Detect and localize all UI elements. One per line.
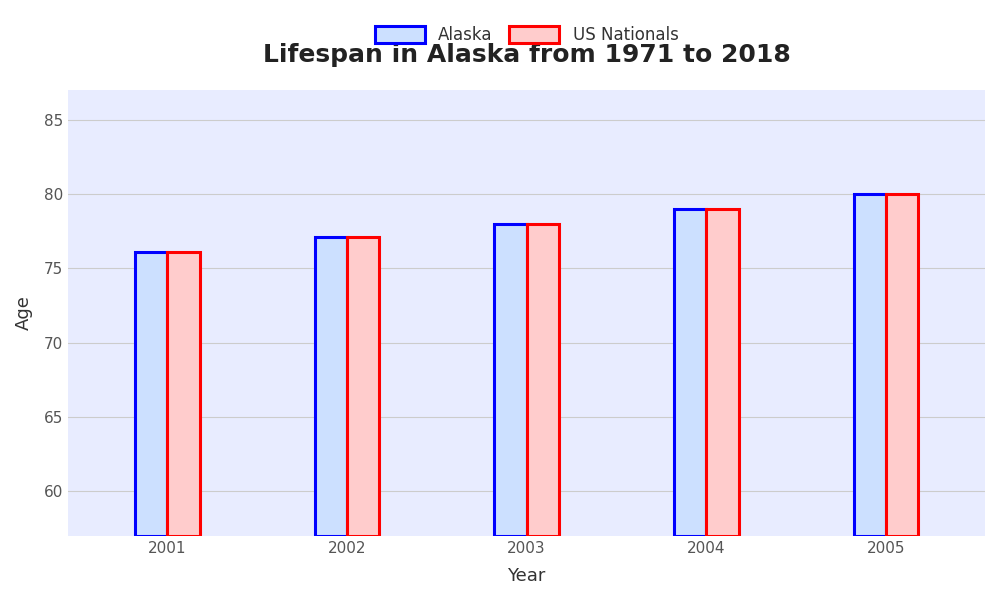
Legend: Alaska, US Nationals: Alaska, US Nationals bbox=[366, 18, 687, 53]
Bar bbox=[854, 194, 886, 536]
Bar bbox=[347, 237, 379, 536]
Bar bbox=[527, 224, 559, 536]
Bar bbox=[315, 237, 347, 536]
Bar bbox=[167, 252, 200, 536]
Title: Lifespan in Alaska from 1971 to 2018: Lifespan in Alaska from 1971 to 2018 bbox=[263, 43, 791, 67]
Y-axis label: Age: Age bbox=[15, 295, 33, 331]
Bar bbox=[135, 252, 167, 536]
Bar bbox=[494, 224, 527, 536]
Bar bbox=[706, 209, 739, 536]
Bar bbox=[674, 209, 706, 536]
X-axis label: Year: Year bbox=[507, 567, 546, 585]
Bar bbox=[886, 194, 918, 536]
